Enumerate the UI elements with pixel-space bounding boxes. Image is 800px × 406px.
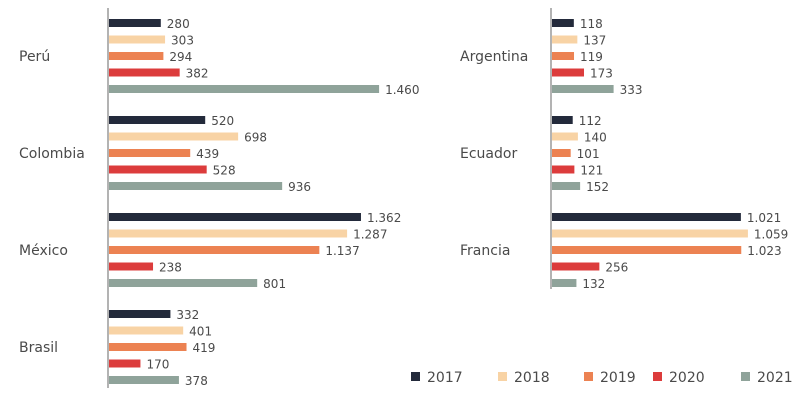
bar-2019	[552, 149, 571, 157]
value-label: 112	[579, 114, 602, 128]
bar-2019	[109, 343, 187, 351]
bar-2020	[552, 68, 585, 77]
bar-2017	[109, 19, 161, 27]
bar-2021	[552, 85, 614, 93]
bar-2017	[552, 213, 741, 221]
value-label: 1.287	[353, 228, 387, 242]
bar-2020	[109, 359, 141, 368]
value-label: 280	[167, 17, 190, 31]
bar-2018	[109, 326, 184, 335]
value-label: 1.023	[747, 244, 781, 258]
value-label: 382	[186, 67, 209, 81]
bar-2019	[109, 246, 320, 254]
value-label: 121	[580, 164, 603, 178]
bar-2021	[552, 279, 577, 287]
value-label: 140	[584, 131, 607, 145]
bar-2017	[109, 116, 206, 124]
legend-swatch-2019	[584, 372, 593, 381]
value-label: 528	[213, 164, 236, 178]
bar-2017	[109, 213, 361, 221]
bar-2020	[109, 68, 180, 77]
legend-label-2020: 2020	[669, 370, 705, 386]
legend-label-2021: 2021	[757, 370, 793, 386]
value-label: 137	[583, 34, 606, 48]
value-label: 378	[185, 374, 208, 388]
value-label: 801	[263, 277, 286, 291]
value-label: 1.137	[325, 244, 359, 258]
value-label: 936	[288, 180, 311, 194]
value-label: 118	[580, 17, 603, 31]
bar-2018	[109, 132, 239, 141]
bar-2020	[109, 262, 154, 271]
bar-2019	[552, 52, 575, 60]
value-label: 1.021	[747, 211, 781, 225]
value-label: 698	[244, 131, 267, 145]
legend-label-2018: 2018	[514, 370, 550, 386]
bar-2021	[109, 279, 258, 287]
bar-2021	[109, 376, 179, 384]
value-label: 152	[586, 180, 609, 194]
category-label: México	[19, 243, 68, 259]
value-label: 101	[577, 147, 600, 161]
legend-swatch-2021	[741, 372, 750, 381]
bar-2021	[109, 182, 283, 190]
category-label: Colombia	[19, 146, 85, 162]
bar-2018	[552, 35, 578, 44]
bar-2017	[109, 310, 171, 318]
value-label: 119	[580, 50, 603, 64]
value-label: 419	[193, 341, 216, 355]
bar-2018	[552, 229, 748, 238]
value-label: 439	[196, 147, 219, 161]
value-label: 173	[590, 67, 613, 81]
legend-swatch-2017	[411, 372, 420, 381]
value-label: 294	[169, 50, 192, 64]
value-label: 238	[159, 261, 182, 275]
legend-label-2017: 2017	[427, 370, 463, 386]
bar-2020	[109, 165, 207, 174]
bar-2017	[552, 19, 574, 27]
category-label: Brasil	[19, 340, 58, 356]
bar-2019	[109, 149, 191, 157]
bar-2021	[109, 85, 380, 93]
value-label: 401	[189, 325, 212, 339]
value-label: 1.059	[754, 228, 788, 242]
value-label: 1.362	[367, 211, 401, 225]
value-label: 520	[211, 114, 234, 128]
bar-2020	[552, 262, 600, 271]
value-label: 1.460	[385, 83, 419, 97]
value-label: 170	[146, 358, 169, 372]
legend-swatch-2020	[653, 372, 662, 381]
bar-2021	[552, 182, 581, 190]
category-label: Ecuador	[460, 146, 517, 162]
category-label: Argentina	[460, 49, 528, 65]
bar-2018	[552, 132, 578, 141]
bar-2019	[552, 246, 742, 254]
category-label: Francia	[460, 243, 510, 259]
value-label: 303	[171, 34, 194, 48]
legend-swatch-2018	[498, 372, 507, 381]
bar-2020	[552, 165, 575, 174]
legend-label-2019: 2019	[600, 370, 636, 386]
value-label: 132	[582, 277, 605, 291]
bar-2018	[109, 35, 166, 44]
category-label: Perú	[19, 49, 50, 65]
value-label: 256	[605, 261, 628, 275]
value-label: 333	[620, 83, 643, 97]
bar-2018	[109, 229, 348, 238]
value-label: 332	[176, 308, 199, 322]
bar-2019	[109, 52, 164, 60]
bar-2017	[552, 116, 573, 124]
